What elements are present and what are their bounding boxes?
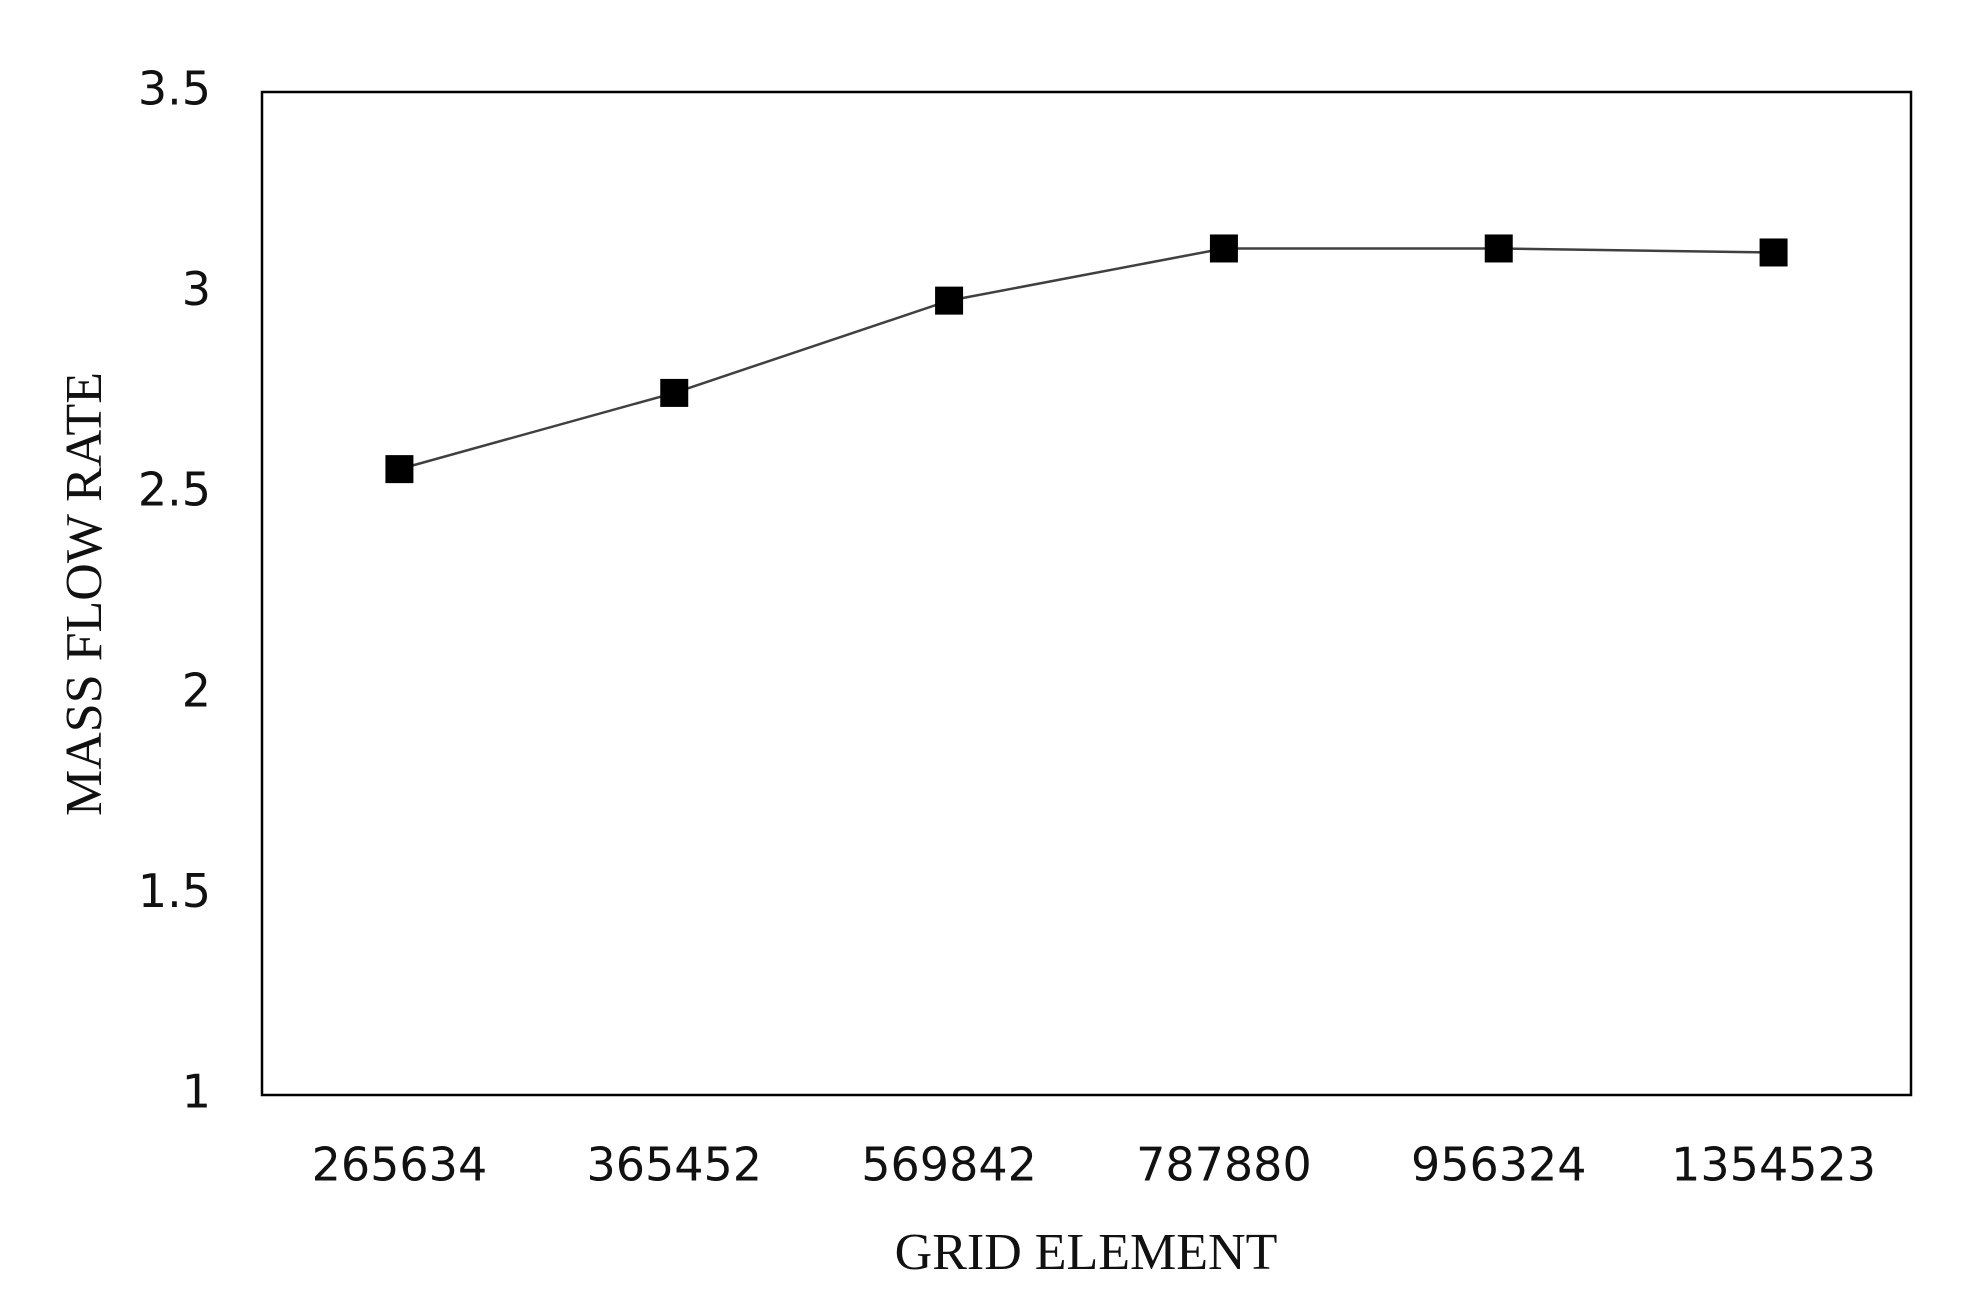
- marker: [660, 378, 689, 407]
- marker: [1484, 234, 1513, 263]
- line: [399, 247, 1774, 471]
- x-tick-label: 365452: [586, 1138, 762, 1192]
- y-tick-label: 1.5: [138, 864, 211, 918]
- marker: [1759, 238, 1788, 267]
- plot-frame: [260, 90, 1913, 1097]
- marker: [1209, 234, 1238, 263]
- x-tick-label: 787880: [1136, 1138, 1312, 1192]
- marker: [385, 455, 414, 484]
- x-tick-label: 265634: [312, 1138, 488, 1192]
- x-axis-title: GRID ELEMENT: [895, 1224, 1278, 1281]
- y-tick-label: 1: [182, 1065, 211, 1119]
- y-tick-label: 2.5: [138, 463, 211, 517]
- y-axis-title: MASS FLOW RATE: [56, 372, 113, 816]
- y-tick-label: 3: [182, 262, 211, 316]
- y-tick-label: 2: [182, 663, 211, 717]
- x-tick-label: 956324: [1411, 1138, 1587, 1192]
- x-tick-label: 1354523: [1671, 1138, 1876, 1192]
- y-tick-label: 3.5: [138, 62, 211, 116]
- marker: [935, 286, 964, 315]
- x-tick-label: 569842: [861, 1138, 1037, 1192]
